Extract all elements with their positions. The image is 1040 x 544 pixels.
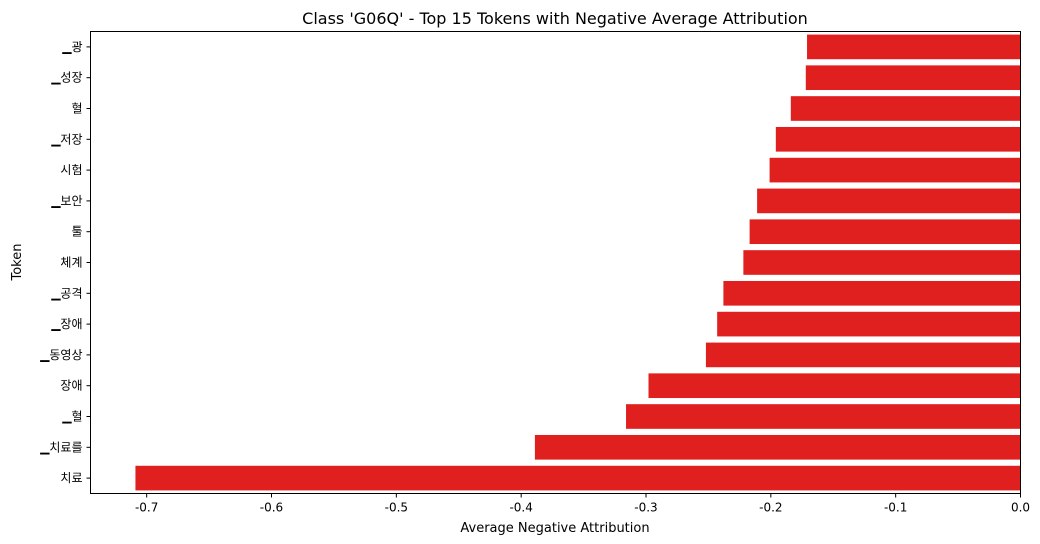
x-tick-label: -0.7	[135, 501, 158, 515]
y-tick-label: 툴	[71, 225, 82, 239]
bar	[807, 34, 1021, 60]
x-axis-label: Average Negative Attribution	[460, 521, 649, 536]
bar	[757, 188, 1021, 214]
bar	[705, 342, 1021, 368]
y-tick-label: 치료	[60, 471, 82, 485]
y-tick-label: ▁동영상	[39, 348, 82, 362]
y-tick-label: 시험	[60, 163, 82, 177]
bar	[723, 280, 1021, 306]
y-axis-label: Token	[10, 244, 25, 282]
y-tick-label: ▁혈	[61, 410, 82, 424]
bar	[769, 157, 1021, 183]
bars	[135, 34, 1021, 491]
bar	[805, 65, 1021, 91]
x-tick-label: 0.0	[1011, 501, 1030, 515]
x-tick-label: -0.3	[634, 501, 657, 515]
y-tick-label: ▁장애	[50, 317, 82, 331]
x-tick-label: -0.5	[385, 501, 408, 515]
bar	[626, 404, 1021, 429]
x-tick-label: -0.2	[759, 501, 782, 515]
x-tick-label: -0.4	[509, 501, 532, 515]
bar	[749, 219, 1021, 245]
y-tick-label: ▁광	[61, 40, 82, 54]
x-tick-label: -0.1	[884, 501, 907, 515]
bar	[717, 311, 1021, 337]
bar	[648, 373, 1021, 399]
bar	[534, 434, 1021, 460]
chart-title: Class 'G06Q' - Top 15 Tokens with Negati…	[302, 9, 808, 28]
bar	[135, 465, 1021, 491]
y-tick-label: 장애	[60, 379, 82, 393]
x-tick-label: -0.6	[260, 501, 283, 515]
y-tick-label: ▁보안	[50, 194, 82, 208]
y-tick-label: ▁성장	[50, 71, 82, 85]
x-axis-ticks: -0.7 -0.6 -0.5 -0.4 -0.3 -0.2 -0.1 0.0	[135, 493, 1030, 515]
bar	[775, 126, 1021, 152]
y-tick-label: 체계	[60, 256, 82, 270]
bar	[790, 96, 1021, 121]
y-tick-label: ▁저장	[50, 132, 82, 146]
y-tick-label: ▁치료를	[39, 440, 82, 454]
y-tick-label: ▁공격	[50, 286, 82, 300]
plot-frame	[90, 31, 1021, 494]
y-tick-label: 혈	[71, 102, 82, 116]
bar	[743, 250, 1021, 275]
